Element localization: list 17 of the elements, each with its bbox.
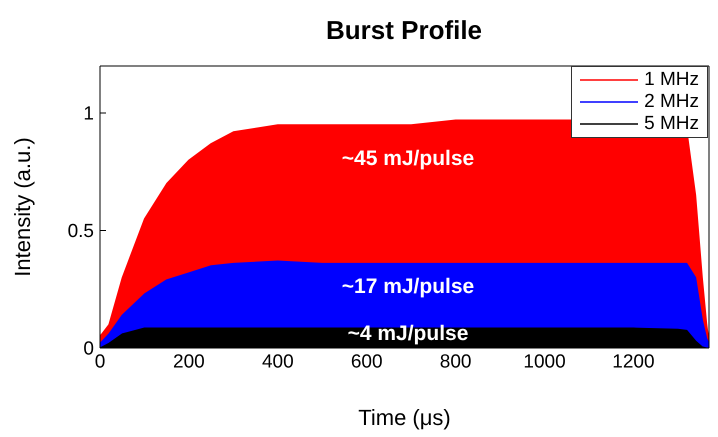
annotation: ~17 mJ/pulse <box>340 274 476 300</box>
y-tick-label: 1 <box>83 104 94 125</box>
legend-label: 5 MHz <box>644 113 699 135</box>
x-tick-label: 600 <box>350 351 383 372</box>
chart-title: Burst Profile <box>324 14 484 47</box>
y-tick-label: 0.5 <box>68 221 94 242</box>
x-tick-label: 1000 <box>523 351 566 372</box>
legend-label: 1 MHz <box>644 69 699 91</box>
annotation: ~45 mJ/pulse <box>340 146 476 172</box>
x-tick-label: 1200 <box>612 351 655 372</box>
x-tick-label: 200 <box>173 351 205 372</box>
legend-label: 2 MHz <box>644 91 699 113</box>
annotation: ~4 mJ/pulse <box>346 321 470 347</box>
x-tick-label: 800 <box>440 351 472 372</box>
x-tick-label: 400 <box>262 351 294 372</box>
y-axis-title: Intensity (a.u.) <box>10 137 35 277</box>
x-axis-title: Time (μs) <box>358 405 451 430</box>
